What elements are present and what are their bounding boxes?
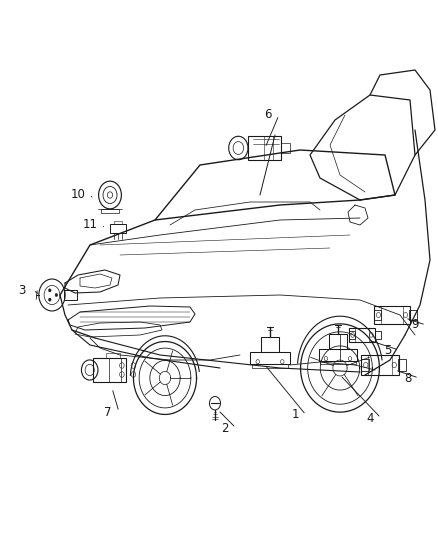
Bar [349, 330, 355, 340]
Bar [349, 328, 375, 342]
Bar [374, 306, 410, 324]
Bar [361, 356, 399, 375]
Bar [250, 352, 290, 365]
Bar [281, 143, 290, 154]
Bar [398, 359, 406, 371]
Circle shape [55, 293, 58, 296]
Bar [374, 330, 381, 340]
Text: 4: 4 [366, 411, 374, 424]
Bar [320, 361, 356, 365]
Bar [251, 365, 288, 368]
Bar [106, 353, 120, 358]
Text: 1: 1 [291, 408, 299, 422]
Bar [114, 221, 121, 224]
Text: 11: 11 [82, 219, 98, 231]
Text: 9: 9 [411, 319, 419, 332]
Bar [409, 310, 417, 320]
Bar [93, 358, 126, 382]
Bar [361, 359, 369, 371]
Circle shape [49, 289, 51, 292]
Text: 2: 2 [221, 422, 229, 434]
Bar [248, 136, 281, 160]
Bar [101, 209, 119, 213]
Text: 10: 10 [71, 189, 85, 201]
Bar [261, 337, 279, 352]
Bar [64, 289, 78, 300]
Bar [374, 310, 381, 320]
Text: 6: 6 [264, 109, 272, 122]
Bar [319, 349, 357, 361]
Circle shape [49, 298, 51, 301]
Text: 5: 5 [384, 343, 392, 357]
Text: 7: 7 [104, 406, 112, 418]
Text: 8: 8 [404, 372, 412, 384]
Bar [329, 334, 346, 349]
Bar [110, 224, 126, 233]
Text: 3: 3 [18, 284, 26, 296]
